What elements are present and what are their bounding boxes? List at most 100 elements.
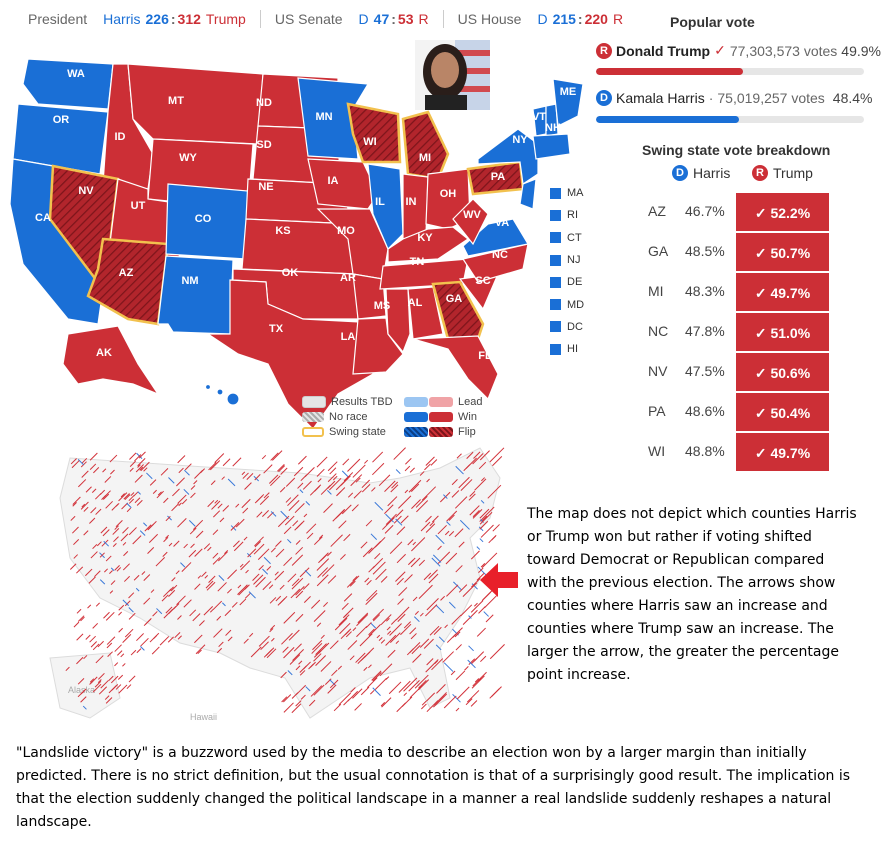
president-tally[interactable]: President Harris 226:312 Trump xyxy=(28,11,246,27)
shift-arrow xyxy=(90,507,97,514)
shift-arrow xyxy=(274,570,285,581)
shift-arrow xyxy=(168,542,173,547)
label-ny: NY xyxy=(512,134,528,146)
shift-arrow xyxy=(105,555,112,562)
shift-arrow xyxy=(478,526,484,532)
results-header: President Harris 226:312 Trump US Senate… xyxy=(28,10,623,28)
shift-arrow xyxy=(370,533,378,540)
small-state-item[interactable]: DC xyxy=(550,316,584,338)
shift-arrow xyxy=(413,616,420,623)
small-state-item[interactable]: HI xyxy=(550,338,584,360)
shift-arrow xyxy=(435,644,442,651)
shift-arrow xyxy=(279,595,288,605)
county-shift-map: Alaska Hawaii xyxy=(49,447,505,722)
shift-arrow xyxy=(459,519,470,530)
shift-arrow xyxy=(419,471,425,476)
swing-row-ga[interactable]: GA 48.5% ✓ 50.7% xyxy=(640,232,830,272)
small-state-item[interactable]: CT xyxy=(550,227,584,249)
shift-arrow xyxy=(464,666,469,671)
shift-arrow xyxy=(110,675,119,684)
state-va xyxy=(462,218,529,257)
shift-arrow xyxy=(128,607,134,613)
shift-arrow xyxy=(274,571,279,576)
shift-arrow xyxy=(136,648,142,654)
swing-row-wi[interactable]: WI 48.8% ✓ 49.7% xyxy=(640,432,830,472)
swing-row-mi[interactable]: MI 48.3% ✓ 49.7% xyxy=(640,272,830,312)
small-state-item[interactable]: MD xyxy=(550,293,584,315)
shift-arrow xyxy=(404,465,411,472)
shift-arrow xyxy=(194,548,203,557)
shift-arrow xyxy=(252,573,260,581)
shift-arrow xyxy=(347,690,359,702)
shift-arrow xyxy=(397,598,404,605)
campaign-banner: WHEN WE FIGHT WE WIN xyxy=(210,40,490,110)
swatch-icon xyxy=(302,412,324,422)
shift-arrow xyxy=(372,672,382,682)
shift-arrow xyxy=(279,584,285,590)
shift-arrow xyxy=(384,524,394,534)
shift-arrow xyxy=(344,630,350,636)
shift-arrow xyxy=(446,510,458,522)
shift-arrow xyxy=(242,472,249,479)
shift-arrow xyxy=(451,490,460,498)
shift-arrow xyxy=(372,561,386,575)
shift-arrow xyxy=(339,553,346,560)
shift-arrow xyxy=(195,530,204,539)
shift-arrow xyxy=(411,537,426,552)
state-ga xyxy=(431,280,485,341)
senate-tally[interactable]: US Senate D 47:53 R xyxy=(275,11,429,27)
shift-arrow xyxy=(250,646,262,658)
shift-arrow xyxy=(256,511,263,518)
swing-row-az[interactable]: AZ 46.7% ✓ 52.2% xyxy=(640,192,830,232)
state-ms xyxy=(385,288,411,354)
shift-arrow xyxy=(371,462,385,476)
shift-arrow xyxy=(81,457,88,464)
shift-arrow xyxy=(210,480,216,486)
shift-arrow xyxy=(335,477,349,491)
harris-vote-row[interactable]: D Kamala Harris · 75,019,257 votes 48.4% xyxy=(596,90,873,106)
shift-arrow xyxy=(213,510,221,518)
shift-arrow xyxy=(480,655,487,663)
shift-arrow xyxy=(320,661,332,672)
shift-arrow xyxy=(442,651,454,663)
shift-arrow xyxy=(173,540,180,547)
senate-r-seats: 53 xyxy=(397,11,414,27)
shift-arrow xyxy=(106,642,113,649)
house-tally[interactable]: US House D 215:220 R xyxy=(458,11,623,27)
shift-arrow xyxy=(454,528,464,538)
shift-arrow xyxy=(112,528,120,535)
small-state-item[interactable]: NJ xyxy=(550,249,584,271)
shift-arrow xyxy=(123,493,130,500)
shift-arrow xyxy=(262,568,269,575)
shift-arrow xyxy=(460,604,473,617)
swing-row-nc[interactable]: NC 47.8% ✓ 51.0% xyxy=(640,312,830,352)
shift-arrow xyxy=(193,480,198,485)
shift-arrow xyxy=(320,634,325,639)
shift-arrow xyxy=(419,612,424,617)
shift-arrow xyxy=(299,567,310,578)
small-state-item[interactable]: RI xyxy=(550,204,584,226)
shift-arrow xyxy=(201,571,207,578)
swing-row-nv[interactable]: NV 47.5% ✓ 50.6% xyxy=(640,352,830,392)
small-state-item[interactable]: DE xyxy=(550,271,584,293)
shift-arrow xyxy=(343,533,351,542)
shift-arrow xyxy=(332,475,338,481)
label-ga: GA xyxy=(446,293,463,305)
state-mi xyxy=(401,110,450,181)
shift-arrow xyxy=(224,549,229,555)
shift-arrow xyxy=(299,670,306,676)
shift-arrow xyxy=(404,574,413,583)
shift-arrow xyxy=(423,638,434,649)
shift-arrow xyxy=(365,592,378,606)
small-state-item[interactable]: MA xyxy=(550,182,584,204)
shift-arrow xyxy=(89,452,98,461)
shift-arrow xyxy=(109,590,114,594)
electoral-map[interactable]: WA OR CA ID NV MT WY UT AZ CO NM ND SD N… xyxy=(8,34,588,444)
shift-arrow xyxy=(430,459,438,466)
shift-arrow xyxy=(337,665,342,670)
shift-arrow xyxy=(315,643,327,655)
trump-vote-row[interactable]: R Donald Trump ✓ 77,303,573 votes 49.9% xyxy=(596,42,881,59)
shift-arrow xyxy=(213,628,223,638)
swing-row-pa[interactable]: PA 48.6% ✓ 50.4% xyxy=(640,392,830,432)
shift-arrow xyxy=(350,687,356,693)
